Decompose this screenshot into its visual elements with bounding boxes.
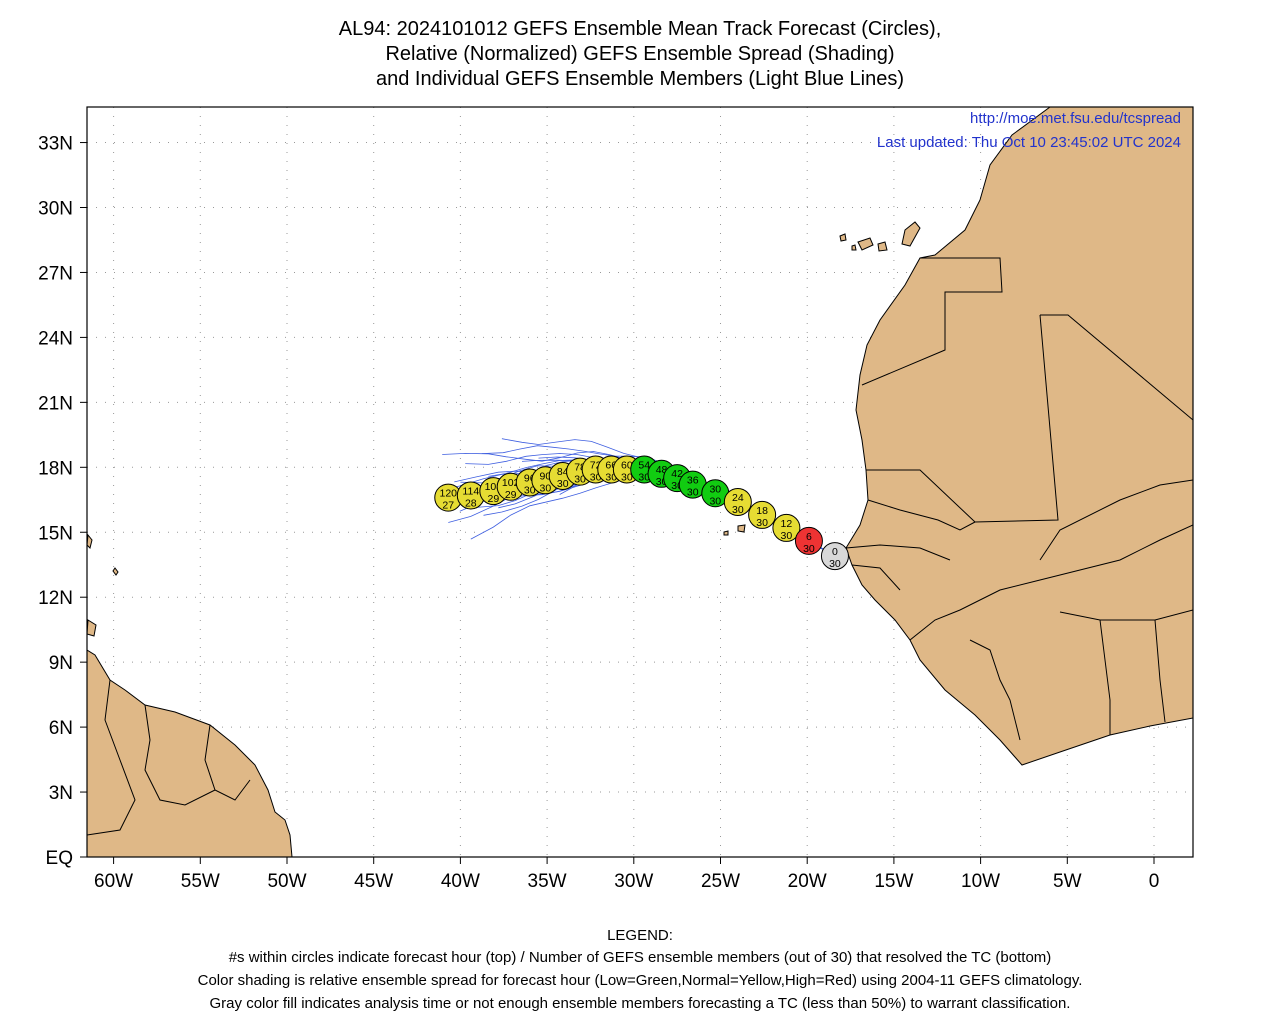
lon-label: 15W bbox=[874, 871, 913, 892]
title-line-2: Relative (Normalized) GEFS Ensemble Spre… bbox=[385, 43, 895, 65]
forecast-hour-label: 96 bbox=[524, 472, 536, 484]
track-circle bbox=[748, 500, 777, 529]
lon-label: 5W bbox=[1053, 871, 1082, 892]
lon-label: 45W bbox=[354, 871, 393, 892]
track-circle bbox=[820, 542, 849, 571]
south-america-landmass bbox=[87, 649, 293, 857]
lat-label: 27N bbox=[38, 263, 73, 284]
forecast-hour-label: 54 bbox=[638, 459, 650, 471]
lat-label: 9N bbox=[49, 653, 73, 674]
lat-label: 21N bbox=[38, 393, 73, 414]
member-count-label: 30 bbox=[656, 476, 668, 488]
forecast-hour-label: 78 bbox=[574, 462, 586, 474]
forecast-hour-label: 30 bbox=[709, 483, 721, 495]
lon-label: 60W bbox=[94, 871, 133, 892]
lon-label: 0 bbox=[1149, 871, 1160, 892]
legend-line-1: #s within circles indicate forecast hour… bbox=[228, 949, 1052, 966]
member-count-label: 28 bbox=[465, 497, 477, 509]
ensemble-mean-track: 1202711428108291022996309030843078307230… bbox=[434, 455, 849, 571]
member-count-label: 29 bbox=[488, 493, 500, 505]
member-count-label: 30 bbox=[621, 471, 633, 483]
member-count-label: 30 bbox=[803, 543, 815, 555]
lon-label: 50W bbox=[267, 871, 306, 892]
track-point: 630 bbox=[794, 526, 823, 555]
forecast-hour-label: 114 bbox=[462, 485, 479, 497]
africa-landmass bbox=[845, 107, 1193, 766]
member-count-label: 30 bbox=[540, 482, 552, 494]
forecast-hour-label: 48 bbox=[656, 464, 668, 476]
lon-label: 10W bbox=[961, 871, 1000, 892]
lat-label: 6N bbox=[49, 718, 73, 739]
lat-label: 33N bbox=[38, 134, 73, 155]
lat-label: 18N bbox=[38, 458, 73, 479]
member-count-label: 29 bbox=[505, 489, 517, 501]
member-count-label: 30 bbox=[829, 558, 841, 570]
lon-label: 40W bbox=[441, 871, 480, 892]
member-count-label: 30 bbox=[605, 471, 617, 483]
lon-label: 25W bbox=[701, 871, 740, 892]
forecast-hour-label: 12 bbox=[781, 518, 793, 530]
forecast-hour-label: 6 bbox=[806, 531, 812, 543]
forecast-hour-label: 24 bbox=[732, 492, 744, 504]
forecast-hour-label: 90 bbox=[540, 470, 552, 482]
lat-label: EQ bbox=[46, 848, 73, 869]
member-count-label: 30 bbox=[557, 478, 569, 490]
lat-label: 12N bbox=[38, 588, 73, 609]
forecast-hour-label: 0 bbox=[832, 546, 838, 558]
member-count-label: 30 bbox=[781, 530, 793, 542]
lat-label: 24N bbox=[38, 328, 73, 349]
member-count-label: 30 bbox=[756, 517, 768, 529]
lon-label: 30W bbox=[614, 871, 653, 892]
lon-label: 20W bbox=[788, 871, 827, 892]
lon-label: 35W bbox=[528, 871, 567, 892]
forecast-hour-label: 66 bbox=[605, 459, 617, 471]
member-count-label: 30 bbox=[590, 471, 602, 483]
member-count-label: 30 bbox=[638, 471, 650, 483]
member-count-label: 30 bbox=[709, 495, 721, 507]
map-plot: 1202711428108291022996309030843078307230… bbox=[38, 106, 1194, 892]
track-point: 030 bbox=[820, 542, 849, 571]
title-line-1: AL94: 2024101012 GEFS Ensemble Mean Trac… bbox=[338, 18, 942, 40]
title-line-3: and Individual GEFS Ensemble Members (Li… bbox=[375, 68, 905, 90]
land-masses bbox=[87, 107, 1193, 857]
track-circle bbox=[794, 526, 823, 555]
forecast-hour-label: 72 bbox=[590, 459, 602, 471]
member-count-label: 30 bbox=[732, 504, 744, 516]
lon-label: 55W bbox=[181, 871, 220, 892]
forecast-hour-label: 42 bbox=[671, 468, 683, 480]
member-count-label: 30 bbox=[687, 487, 699, 499]
member-count-label: 30 bbox=[574, 474, 586, 486]
source-url[interactable]: http://moe.met.fsu.edu/tcspread bbox=[970, 110, 1181, 127]
lat-label: 15N bbox=[38, 523, 73, 544]
forecast-hour-label: 18 bbox=[756, 505, 768, 517]
forecast-hour-label: 36 bbox=[687, 475, 699, 487]
legend-line-2: Color shading is relative ensemble sprea… bbox=[197, 972, 1083, 989]
member-count-label: 27 bbox=[442, 500, 454, 512]
track-circle bbox=[723, 487, 752, 516]
forecast-hour-label: 60 bbox=[621, 459, 633, 471]
forecast-hour-label: 102 bbox=[502, 477, 520, 489]
legend-heading: LEGEND: bbox=[607, 927, 673, 944]
track-circle bbox=[772, 513, 801, 542]
last-updated: Last updated: Thu Oct 10 23:45:02 UTC 20… bbox=[876, 134, 1181, 151]
member-count-label: 30 bbox=[524, 484, 536, 496]
member-count-label: 30 bbox=[671, 480, 683, 492]
lat-label: 30N bbox=[38, 199, 73, 220]
forecast-hour-label: 120 bbox=[439, 488, 457, 500]
forecast-hour-label: 84 bbox=[557, 466, 569, 478]
lat-label: 3N bbox=[49, 783, 73, 804]
legend-line-3: Gray color fill indicates analysis time … bbox=[209, 995, 1071, 1012]
